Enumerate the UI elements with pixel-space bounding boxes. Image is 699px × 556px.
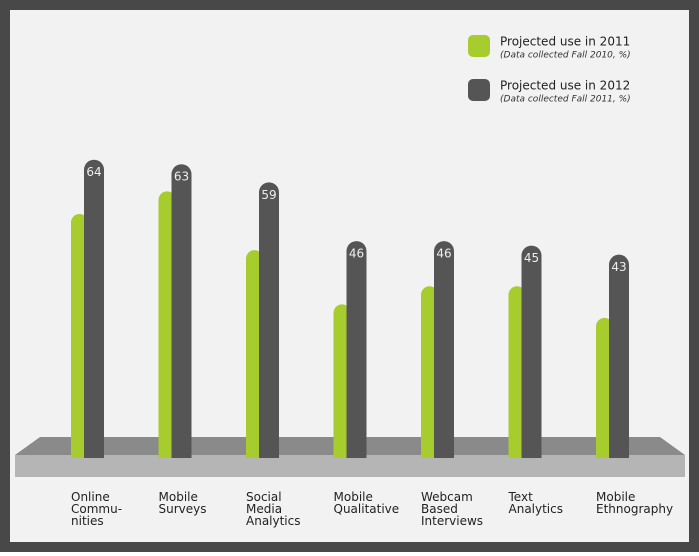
legend-swatch — [468, 35, 490, 57]
data-label: 46 — [349, 247, 364, 261]
x-tick-label: Text Analytics — [508, 490, 564, 516]
bar — [71, 213, 88, 458]
x-tick-label: Online Commu-nities — [71, 490, 122, 528]
bar — [421, 286, 438, 458]
x-tick-label: Social Media Analytics — [246, 490, 301, 528]
data-label: 63 — [174, 170, 189, 184]
x-tick-label: Mobile Qualitative — [334, 490, 400, 516]
legend-note: (Data collected Fall 2011, %) — [500, 95, 631, 105]
bar — [84, 159, 104, 458]
bar — [609, 254, 629, 458]
data-label: 43 — [611, 260, 626, 274]
legend-swatch — [468, 79, 490, 101]
bar — [508, 286, 526, 458]
bar — [596, 317, 613, 458]
bar — [171, 164, 192, 458]
bar — [333, 304, 351, 458]
bar — [346, 241, 367, 458]
data-label: 64 — [86, 165, 101, 179]
x-tick-label: Mobile Surveys — [159, 490, 207, 516]
bar — [434, 241, 454, 458]
platform-front — [15, 455, 685, 477]
data-label: 59 — [261, 188, 276, 202]
data-label: 46 — [436, 247, 451, 261]
legend-note: (Data collected Fall 2010, %) — [500, 51, 631, 61]
x-tick-label: Webcam Based Interviews — [421, 490, 483, 528]
legend-label: Projected use in 2011 — [500, 35, 630, 49]
x-tick-label: Mobile Ethnography — [596, 490, 673, 516]
bar — [521, 245, 542, 458]
bar — [246, 250, 263, 458]
legend-label: Projected use in 2012 — [500, 79, 630, 93]
data-label: 45 — [524, 251, 539, 265]
bar — [259, 182, 279, 458]
bar — [158, 191, 176, 459]
